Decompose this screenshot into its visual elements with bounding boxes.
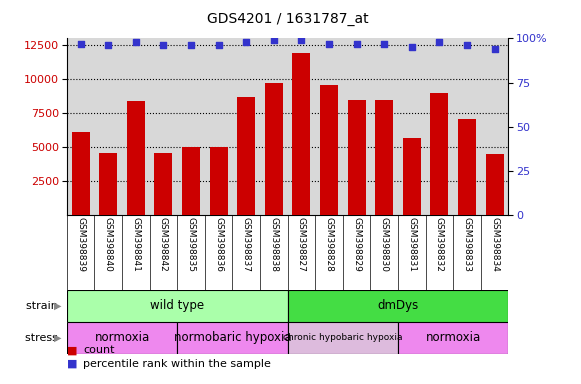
Text: GSM398839: GSM398839 [76, 217, 85, 272]
Text: wild type: wild type [150, 300, 205, 312]
Text: GSM398827: GSM398827 [297, 217, 306, 272]
Bar [458, 119, 476, 215]
Text: GSM398837: GSM398837 [242, 217, 250, 272]
Bar [375, 99, 393, 215]
Bar [99, 152, 117, 215]
Point [269, 37, 278, 43]
Text: GSM398836: GSM398836 [214, 217, 223, 272]
Text: GSM398828: GSM398828 [325, 217, 333, 272]
Text: GSM398829: GSM398829 [352, 217, 361, 272]
Bar [403, 137, 421, 215]
Bar [210, 147, 228, 215]
Point [324, 41, 333, 47]
Bar [127, 101, 145, 215]
Point [103, 42, 113, 48]
Text: GSM398842: GSM398842 [159, 217, 168, 272]
Point [490, 46, 499, 52]
Point [462, 42, 472, 48]
Text: ▶: ▶ [53, 301, 61, 311]
Point [407, 44, 417, 50]
Bar [347, 99, 365, 215]
Bar [288, 290, 508, 322]
Text: ■: ■ [67, 345, 77, 355]
Bar [288, 322, 398, 354]
Text: GSM398830: GSM398830 [380, 217, 389, 272]
Bar [292, 53, 310, 215]
Point [297, 37, 306, 43]
Bar [67, 322, 177, 354]
Text: ■: ■ [67, 359, 77, 369]
Text: stress: stress [24, 333, 61, 343]
Bar [155, 152, 173, 215]
Text: GSM398832: GSM398832 [435, 217, 444, 272]
Point [131, 39, 141, 45]
Text: GSM398840: GSM398840 [104, 217, 113, 272]
Bar [67, 290, 288, 322]
Bar [431, 93, 449, 215]
Point [187, 42, 196, 48]
Point [214, 42, 223, 48]
Text: chronic hypobaric hypoxia: chronic hypobaric hypoxia [283, 333, 403, 342]
Point [435, 39, 444, 45]
Bar [177, 322, 288, 354]
Text: GSM398835: GSM398835 [187, 217, 195, 272]
Point [352, 41, 361, 47]
Text: GSM398834: GSM398834 [490, 217, 499, 272]
Bar [320, 84, 338, 215]
Text: percentile rank within the sample: percentile rank within the sample [83, 359, 271, 369]
Text: count: count [83, 345, 114, 355]
Point [242, 39, 251, 45]
Point [379, 41, 389, 47]
Text: GDS4201 / 1631787_at: GDS4201 / 1631787_at [207, 12, 368, 25]
Text: strain: strain [26, 301, 61, 311]
Text: normoxia: normoxia [425, 331, 481, 344]
Text: normobaric hypoxia: normobaric hypoxia [174, 331, 291, 344]
Text: GSM398841: GSM398841 [131, 217, 140, 272]
Point [76, 41, 85, 47]
Point [159, 42, 168, 48]
Bar [71, 132, 89, 215]
Bar [398, 322, 508, 354]
Bar [486, 154, 504, 215]
Bar [182, 147, 200, 215]
Bar [265, 83, 283, 215]
Text: GSM398838: GSM398838 [270, 217, 278, 272]
Bar [237, 97, 255, 215]
Text: ▶: ▶ [53, 333, 61, 343]
Text: GSM398831: GSM398831 [407, 217, 416, 272]
Text: normoxia: normoxia [94, 331, 150, 344]
Text: dmDys: dmDys [378, 300, 418, 312]
Text: GSM398833: GSM398833 [462, 217, 471, 272]
